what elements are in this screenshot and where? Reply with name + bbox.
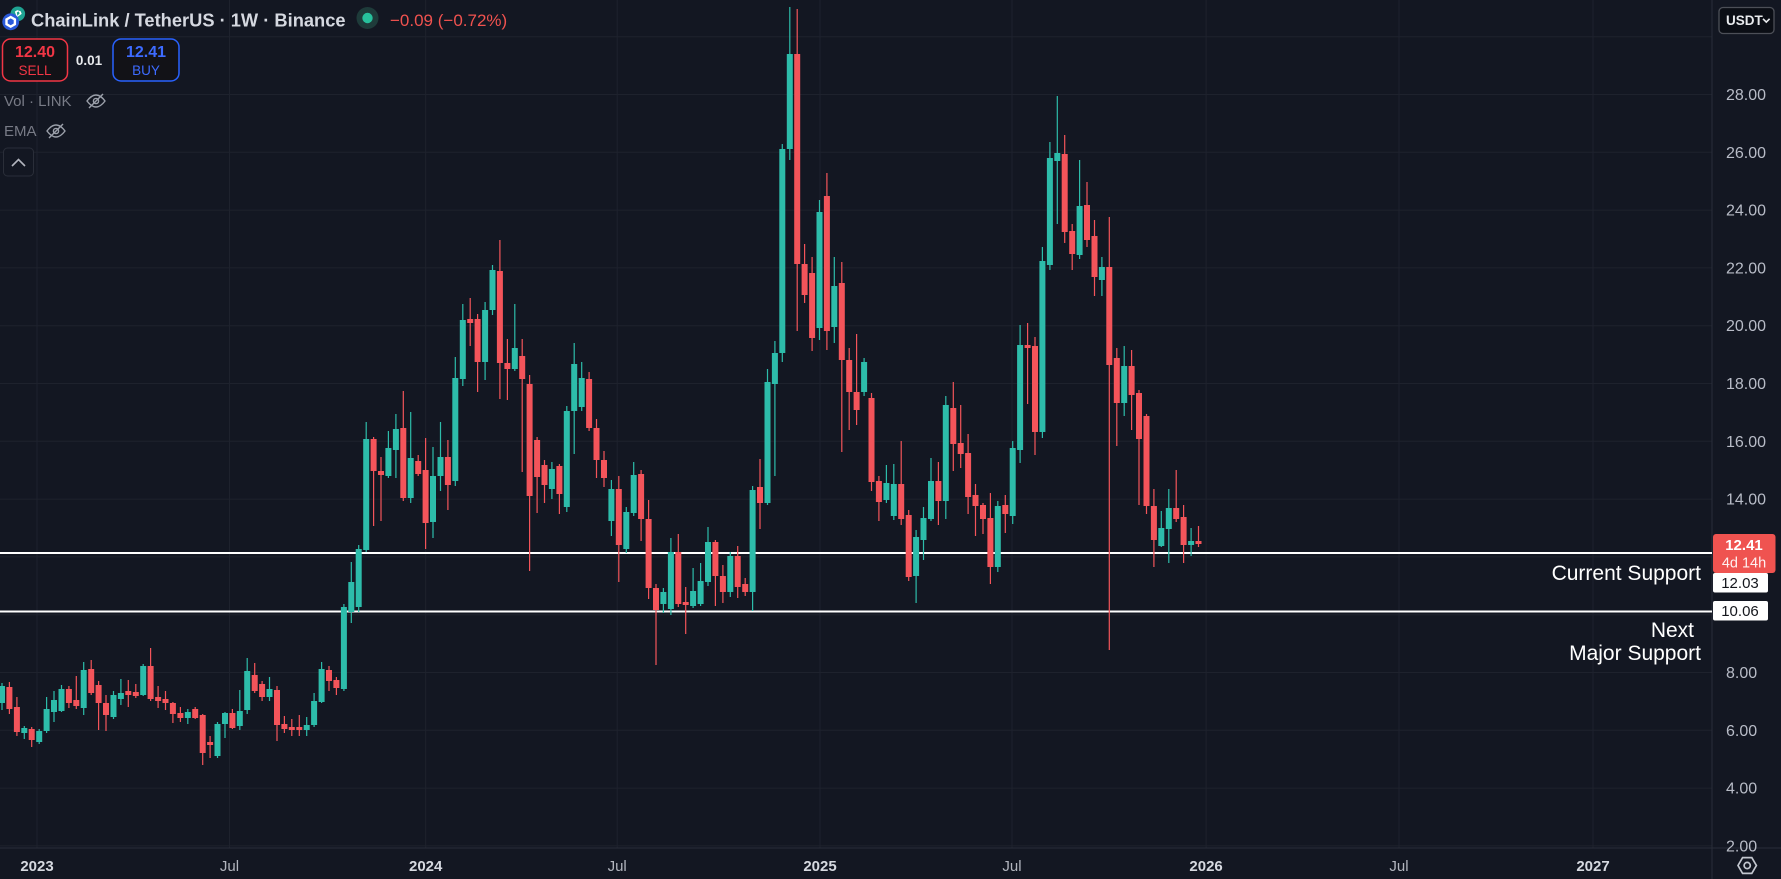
svg-text:Jul: Jul bbox=[1002, 858, 1021, 875]
svg-text:ChainLink / TetherUS · 1W · Bi: ChainLink / TetherUS · 1W · Binance bbox=[31, 10, 346, 31]
svg-text:24.00: 24.00 bbox=[1726, 203, 1766, 220]
svg-text:Next: Next bbox=[1651, 619, 1694, 642]
svg-text:0.01: 0.01 bbox=[76, 53, 103, 68]
svg-text:10.06: 10.06 bbox=[1721, 603, 1759, 620]
svg-text:2026: 2026 bbox=[1189, 858, 1222, 875]
svg-text:12.41: 12.41 bbox=[1725, 537, 1763, 554]
svg-text:12.41: 12.41 bbox=[126, 44, 166, 61]
svg-text:Jul: Jul bbox=[608, 858, 627, 875]
svg-text:BUY: BUY bbox=[132, 63, 160, 78]
svg-text:2027: 2027 bbox=[1576, 858, 1609, 875]
svg-text:USDT: USDT bbox=[1726, 13, 1764, 28]
svg-text:26.00: 26.00 bbox=[1726, 145, 1766, 162]
svg-text:20.00: 20.00 bbox=[1726, 318, 1766, 335]
svg-text:2024: 2024 bbox=[409, 858, 443, 875]
svg-text:Major Support: Major Support bbox=[1569, 642, 1701, 665]
svg-text:28.00: 28.00 bbox=[1726, 87, 1766, 104]
svg-text:4.00: 4.00 bbox=[1726, 781, 1757, 798]
svg-text:Current Support: Current Support bbox=[1552, 562, 1702, 585]
svg-text:−0.09 (−0.72%): −0.09 (−0.72%) bbox=[390, 11, 507, 30]
svg-text:Jul: Jul bbox=[1389, 858, 1408, 875]
svg-text:EMA: EMA bbox=[4, 123, 37, 140]
svg-text:18.00: 18.00 bbox=[1726, 376, 1766, 393]
svg-text:2.00: 2.00 bbox=[1726, 838, 1757, 855]
svg-text:6.00: 6.00 bbox=[1726, 723, 1757, 740]
svg-text:Jul: Jul bbox=[220, 858, 239, 875]
svg-text:SELL: SELL bbox=[18, 63, 52, 78]
svg-text:8.00: 8.00 bbox=[1726, 665, 1757, 682]
svg-text:14.00: 14.00 bbox=[1726, 492, 1766, 509]
svg-text:16.00: 16.00 bbox=[1726, 434, 1766, 451]
svg-text:12.40: 12.40 bbox=[15, 44, 55, 61]
svg-text:12.03: 12.03 bbox=[1721, 575, 1759, 592]
svg-text:2023: 2023 bbox=[20, 858, 53, 875]
svg-text:22.00: 22.00 bbox=[1726, 260, 1766, 277]
svg-text:4d 14h: 4d 14h bbox=[1722, 556, 1766, 572]
svg-text:Vol · LINK: Vol · LINK bbox=[4, 93, 72, 110]
svg-text:2025: 2025 bbox=[803, 858, 836, 875]
